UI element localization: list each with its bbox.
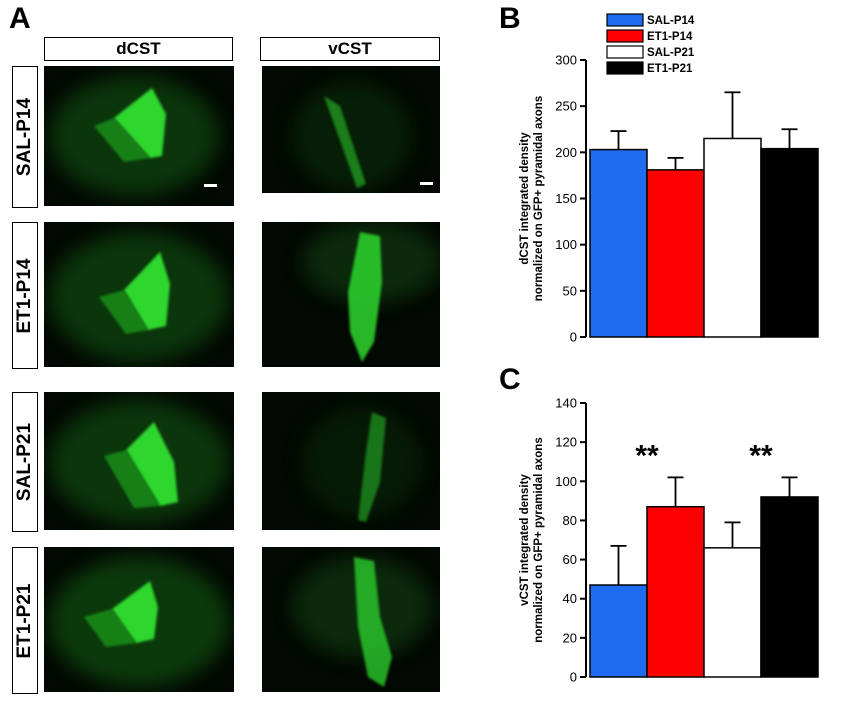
chart-b-legend-swatch [606,13,644,27]
chart-c-y-tick-label: 60 [563,552,577,567]
chart-b-legend-label: ET1-P21 [647,63,693,75]
chart-b-legend-label: SAL-P14 [647,15,695,27]
chart-b-y-tick-label: 300 [555,53,577,68]
chart-b-legend-swatch [606,61,644,75]
chart-b-bar-et1-p21 [760,147,819,338]
row-header-sal-p14: SAL-P14 [12,66,38,208]
micrograph-dcst-et1-p14 [44,222,234,367]
chart-b-bar-sal-p21 [703,137,762,338]
chart-c-y-tick-label: 140 [555,396,577,411]
column-header-dcst: dCST [44,37,233,61]
chart-b-legend-swatch [606,45,644,59]
panel-label-b: B [499,2,521,35]
row-header-sal-p21: SAL-P21 [12,392,38,532]
row-header-et1-p14: ET1-P14 [12,222,38,369]
chart-b-y-tick-label: 200 [555,145,577,160]
chart-c-bar-et1-p14 [646,505,705,678]
chart-b-legend-swatch [606,29,644,43]
chart-b-legend-label: SAL-P21 [647,47,695,59]
chart-c-bar-sal-p14 [589,584,648,678]
chart-b-y-axis-label: dCST integrated density normalized on GFP… [519,96,545,301]
chart-b-y-tick-label: 100 [555,237,577,252]
chart-c-significance: ** [635,439,659,472]
micrograph-vcst-et1-p21 [262,547,440,692]
chart-b-legend-label: ET1-P14 [647,31,693,43]
chart-b-bar-et1-p14 [646,169,705,338]
chart-c-y-tick-label: 20 [563,630,577,645]
chart-c-y-axis-label: vCST integrated density normalized on GFP… [519,437,545,642]
chart-c-bar-et1-p21 [760,496,819,678]
chart-c-y-tick-label: 80 [563,513,577,528]
chart-c-y-tick-label: 100 [555,474,577,489]
micrograph-dcst-sal-p21 [44,392,234,530]
chart-b-y-tick-label: 150 [555,191,577,206]
chart-b-y-tick-label: 50 [563,283,577,298]
micrograph-vcst-et1-p14 [262,222,440,367]
micrograph-dcst-sal-p14 [44,66,234,206]
micrograph-dcst-et1-p21 [44,547,234,692]
chart-c-y-tick-label: 120 [555,435,577,450]
panel-label-c: C [499,363,521,396]
chart-b-bar-sal-p14 [589,148,648,338]
chart-c-y-tick-label: 40 [563,591,577,606]
chart-b-y-tick-label: 250 [555,99,577,114]
chart-c-bar-sal-p21 [703,547,762,678]
micrograph-vcst-sal-p21 [262,392,440,530]
micrograph-vcst-sal-p14 [262,66,440,193]
column-header-vcst: vCST [260,37,440,61]
chart-c-y-tick-label: 0 [570,670,577,685]
chart-b-y-tick-label: 0 [570,330,577,345]
panel-label-a: A [9,2,31,35]
chart-c-significance: ** [749,439,773,472]
row-header-et1-p21: ET1-P21 [12,547,38,694]
